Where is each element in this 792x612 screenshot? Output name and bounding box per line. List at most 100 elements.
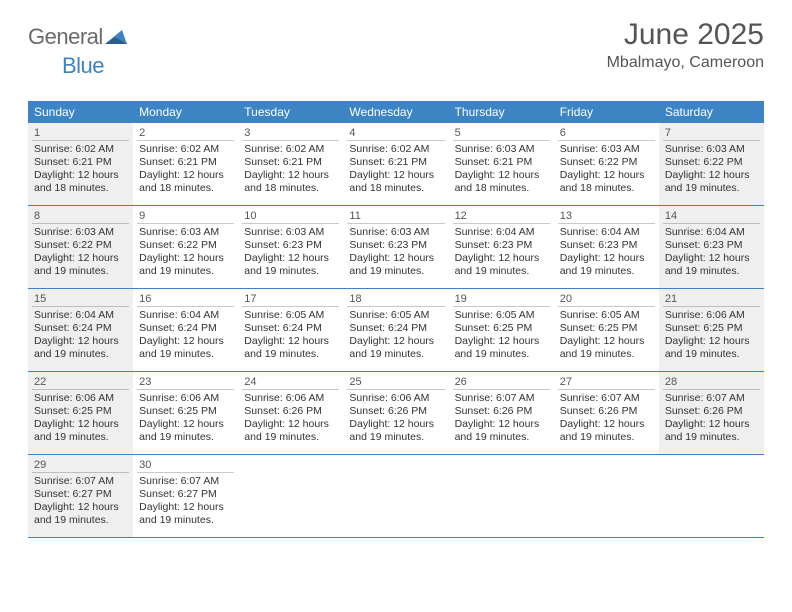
daylight-line: Daylight: 12 hours and 18 minutes. <box>32 169 129 195</box>
daylight-line: Daylight: 12 hours and 19 minutes. <box>137 335 234 361</box>
day-number: 18 <box>347 291 444 307</box>
calendar-day-cell: 11Sunrise: 6:03 AMSunset: 6:23 PMDayligh… <box>343 206 448 288</box>
day-number: 14 <box>663 208 760 224</box>
daylight-line: Daylight: 12 hours and 18 minutes. <box>137 169 234 195</box>
daylight-line: Daylight: 12 hours and 19 minutes. <box>242 418 339 444</box>
calendar-day-cell: 12Sunrise: 6:04 AMSunset: 6:23 PMDayligh… <box>449 206 554 288</box>
sunrise-line: Sunrise: 6:04 AM <box>32 309 129 322</box>
calendar-day-cell: 10Sunrise: 6:03 AMSunset: 6:23 PMDayligh… <box>238 206 343 288</box>
calendar-day-cell: 27Sunrise: 6:07 AMSunset: 6:26 PMDayligh… <box>554 372 659 454</box>
sunrise-line: Sunrise: 6:03 AM <box>137 226 234 239</box>
day-number: 20 <box>558 291 655 307</box>
daylight-line: Daylight: 12 hours and 19 minutes. <box>347 418 444 444</box>
sunrise-line: Sunrise: 6:05 AM <box>347 309 444 322</box>
sunrise-line: Sunrise: 6:05 AM <box>242 309 339 322</box>
sunset-line: Sunset: 6:22 PM <box>663 156 760 169</box>
sunset-line: Sunset: 6:22 PM <box>32 239 129 252</box>
daylight-line: Daylight: 12 hours and 18 minutes. <box>558 169 655 195</box>
day-number: 24 <box>242 374 339 390</box>
daylight-line: Daylight: 12 hours and 19 minutes. <box>347 335 444 361</box>
calendar-day-empty <box>554 455 659 537</box>
day-number: 3 <box>242 125 339 141</box>
daylight-line: Daylight: 12 hours and 19 minutes. <box>137 501 234 527</box>
day-number: 9 <box>137 208 234 224</box>
calendar-week-row: 8Sunrise: 6:03 AMSunset: 6:22 PMDaylight… <box>28 206 764 289</box>
sunset-line: Sunset: 6:23 PM <box>242 239 339 252</box>
sunset-line: Sunset: 6:26 PM <box>663 405 760 418</box>
sunset-line: Sunset: 6:21 PM <box>137 156 234 169</box>
sunrise-line: Sunrise: 6:03 AM <box>663 143 760 156</box>
calendar-header-row: SundayMondayTuesdayWednesdayThursdayFrid… <box>28 101 764 123</box>
calendar-day-cell: 17Sunrise: 6:05 AMSunset: 6:24 PMDayligh… <box>238 289 343 371</box>
calendar-day-cell: 29Sunrise: 6:07 AMSunset: 6:27 PMDayligh… <box>28 455 133 537</box>
calendar-day-cell: 28Sunrise: 6:07 AMSunset: 6:26 PMDayligh… <box>659 372 764 454</box>
header: General Blue June 2025 Mbalmayo, Cameroo… <box>28 18 764 87</box>
daylight-line: Daylight: 12 hours and 19 minutes. <box>453 418 550 444</box>
sunrise-line: Sunrise: 6:04 AM <box>137 309 234 322</box>
calendar-day-cell: 16 Sunrise: 6:04 AMSunset: 6:24 PMDayligh… <box>133 289 238 371</box>
calendar-day-empty <box>659 455 764 537</box>
daylight-line: Daylight: 12 hours and 19 minutes. <box>558 418 655 444</box>
calendar-day-cell: 15Sunrise: 6:04 AMSunset: 6:24 PMDayligh… <box>28 289 133 371</box>
brand-logo: General Blue <box>28 18 127 87</box>
calendar-day-cell: 8Sunrise: 6:03 AMSunset: 6:22 PMDaylight… <box>28 206 133 288</box>
day-number: 22 <box>32 374 129 390</box>
sunrise-line: Sunrise: 6:05 AM <box>558 309 655 322</box>
daylight-line: Daylight: 12 hours and 19 minutes. <box>558 252 655 278</box>
calendar-week-row: 1Sunrise: 6:02 AMSunset: 6:21 PMDaylight… <box>28 123 764 206</box>
daylight-line: Daylight: 12 hours and 19 minutes. <box>32 335 129 361</box>
sunrise-line: Sunrise: 6:06 AM <box>32 392 129 405</box>
calendar-day-cell: 13Sunrise: 6:04 AMSunset: 6:23 PMDayligh… <box>554 206 659 288</box>
sunrise-line: Sunrise: 6:02 AM <box>347 143 444 156</box>
calendar-day-cell: 6 Sunrise: 6:03 AMSunset: 6:22 PMDaylight… <box>554 123 659 205</box>
calendar-day-cell: 4Sunrise: 6:02 AMSunset: 6:21 PMDaylight… <box>343 123 448 205</box>
calendar-day-cell: 26Sunrise: 6:07 AMSunset: 6:26 PMDayligh… <box>449 372 554 454</box>
daylight-line: Daylight: 12 hours and 19 minutes. <box>347 252 444 278</box>
sunset-line: Sunset: 6:25 PM <box>663 322 760 335</box>
brand-word-1: General <box>28 24 103 49</box>
calendar-day-cell: 25 Sunrise: 6:06 AMSunset: 6:26 PMDayligh… <box>343 372 448 454</box>
day-number: 6 <box>558 125 655 141</box>
sunset-line: Sunset: 6:21 PM <box>347 156 444 169</box>
day-number: 25 <box>347 374 444 390</box>
daylight-line: Daylight: 12 hours and 19 minutes. <box>663 335 760 361</box>
sunrise-line: Sunrise: 6:06 AM <box>347 392 444 405</box>
sunrise-line: Sunrise: 6:06 AM <box>663 309 760 322</box>
daylight-line: Daylight: 12 hours and 19 minutes. <box>663 169 760 195</box>
sunset-line: Sunset: 6:21 PM <box>242 156 339 169</box>
calendar-header-cell: Sunday <box>28 101 133 123</box>
daylight-line: Daylight: 12 hours and 19 minutes. <box>32 501 129 527</box>
daylight-line: Daylight: 12 hours and 19 minutes. <box>32 252 129 278</box>
sunset-line: Sunset: 6:25 PM <box>32 405 129 418</box>
day-number: 15 <box>32 291 129 307</box>
sunset-line: Sunset: 6:22 PM <box>558 156 655 169</box>
sunset-line: Sunset: 6:23 PM <box>453 239 550 252</box>
sunrise-line: Sunrise: 6:04 AM <box>558 226 655 239</box>
calendar-day-cell: 24Sunrise: 6:06 AMSunset: 6:26 PMDayligh… <box>238 372 343 454</box>
calendar-week-row: 29Sunrise: 6:07 AMSunset: 6:27 PMDayligh… <box>28 455 764 538</box>
sunrise-line: Sunrise: 6:05 AM <box>453 309 550 322</box>
day-number: 16 <box>137 291 234 307</box>
sunset-line: Sunset: 6:27 PM <box>137 488 234 501</box>
sunset-line: Sunset: 6:24 PM <box>242 322 339 335</box>
sunset-line: Sunset: 6:25 PM <box>558 322 655 335</box>
sunset-line: Sunset: 6:25 PM <box>137 405 234 418</box>
day-number: 5 <box>453 125 550 141</box>
calendar-day-cell: 30Sunrise: 6:07 AMSunset: 6:27 PMDayligh… <box>133 455 238 537</box>
day-number: 8 <box>32 208 129 224</box>
calendar-header-cell: Thursday <box>449 101 554 123</box>
calendar-day-cell: 7 Sunrise: 6:03 AMSunset: 6:22 PMDaylight… <box>659 123 764 205</box>
brand-word-2: Blue <box>62 53 104 78</box>
sunset-line: Sunset: 6:23 PM <box>663 239 760 252</box>
sunrise-line: Sunrise: 6:03 AM <box>558 143 655 156</box>
page-title: June 2025 <box>607 18 764 52</box>
sunrise-line: Sunrise: 6:03 AM <box>453 143 550 156</box>
sunrise-line: Sunrise: 6:04 AM <box>453 226 550 239</box>
sunset-line: Sunset: 6:26 PM <box>347 405 444 418</box>
day-number: 7 <box>663 125 760 141</box>
daylight-line: Daylight: 12 hours and 19 minutes. <box>558 335 655 361</box>
sunset-line: Sunset: 6:23 PM <box>558 239 655 252</box>
sunset-line: Sunset: 6:24 PM <box>137 322 234 335</box>
calendar-day-cell: 2Sunrise: 6:02 AMSunset: 6:21 PMDaylight… <box>133 123 238 205</box>
brand-triangle-icon <box>105 30 127 49</box>
